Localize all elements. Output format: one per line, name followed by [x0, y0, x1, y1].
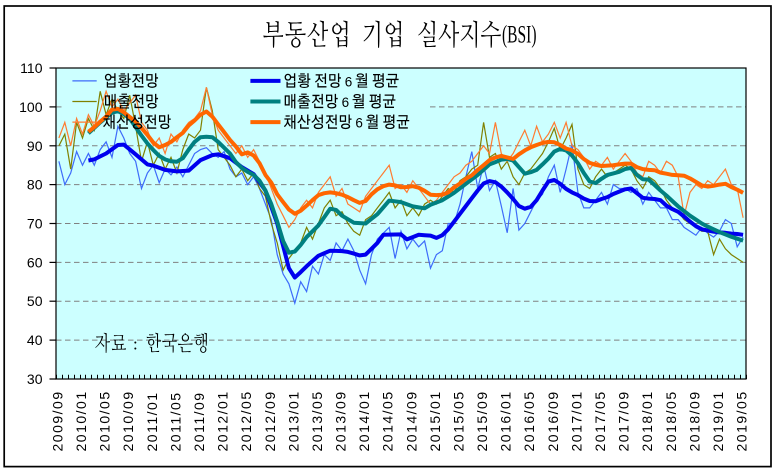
svg-text:70: 70 — [27, 216, 43, 232]
svg-text:2014/05: 2014/05 — [380, 390, 396, 451]
svg-text:2014/01: 2014/01 — [356, 390, 372, 451]
svg-text:2019/05: 2019/05 — [734, 390, 750, 451]
svg-text:6: 6 — [345, 75, 353, 90]
svg-text:2018/01: 2018/01 — [639, 390, 655, 451]
svg-text:2011/09: 2011/09 — [191, 391, 207, 451]
svg-text:2012/01: 2012/01 — [215, 390, 231, 451]
svg-text:2010/01: 2010/01 — [73, 390, 89, 451]
svg-text:2016/09: 2016/09 — [545, 390, 561, 451]
svg-text:50: 50 — [27, 293, 43, 309]
svg-text:2015/01: 2015/01 — [427, 390, 443, 451]
svg-text:2015/09: 2015/09 — [474, 390, 490, 451]
svg-text:2018/09: 2018/09 — [686, 390, 702, 451]
svg-text:2017/05: 2017/05 — [592, 390, 608, 451]
svg-text:2017/01: 2017/01 — [568, 390, 584, 451]
svg-text:2012/09: 2012/09 — [262, 390, 278, 451]
svg-text:2016/01: 2016/01 — [498, 390, 514, 451]
svg-text:6: 6 — [355, 116, 363, 131]
svg-text:2011/01: 2011/01 — [144, 391, 160, 451]
svg-text:30: 30 — [27, 371, 43, 387]
svg-text:2019/01: 2019/01 — [710, 390, 726, 451]
svg-text:2016/05: 2016/05 — [521, 390, 537, 451]
svg-text:2013/01: 2013/01 — [285, 390, 301, 451]
svg-text:2009/09: 2009/09 — [49, 390, 65, 451]
svg-text:6: 6 — [342, 95, 350, 110]
svg-text:2010/05: 2010/05 — [97, 390, 113, 451]
svg-text:40: 40 — [27, 332, 43, 348]
svg-text:2017/09: 2017/09 — [616, 390, 632, 451]
svg-text:2012/05: 2012/05 — [238, 390, 254, 451]
svg-text:2018/05: 2018/05 — [663, 390, 679, 451]
svg-text:2014/09: 2014/09 — [403, 390, 419, 451]
svg-text:100: 100 — [19, 99, 43, 115]
svg-text:(BSI): (BSI) — [502, 21, 537, 48]
svg-text:2013/09: 2013/09 — [333, 390, 349, 451]
svg-text:60: 60 — [27, 254, 43, 270]
svg-text:90: 90 — [27, 138, 43, 154]
svg-text:2013/05: 2013/05 — [309, 390, 325, 451]
svg-text:2011/05: 2011/05 — [167, 391, 183, 451]
svg-text:80: 80 — [27, 177, 43, 193]
svg-text::: : — [133, 335, 138, 354]
svg-text:2015/05: 2015/05 — [451, 390, 467, 451]
svg-text:2010/09: 2010/09 — [120, 390, 136, 451]
svg-text:110: 110 — [20, 60, 43, 76]
